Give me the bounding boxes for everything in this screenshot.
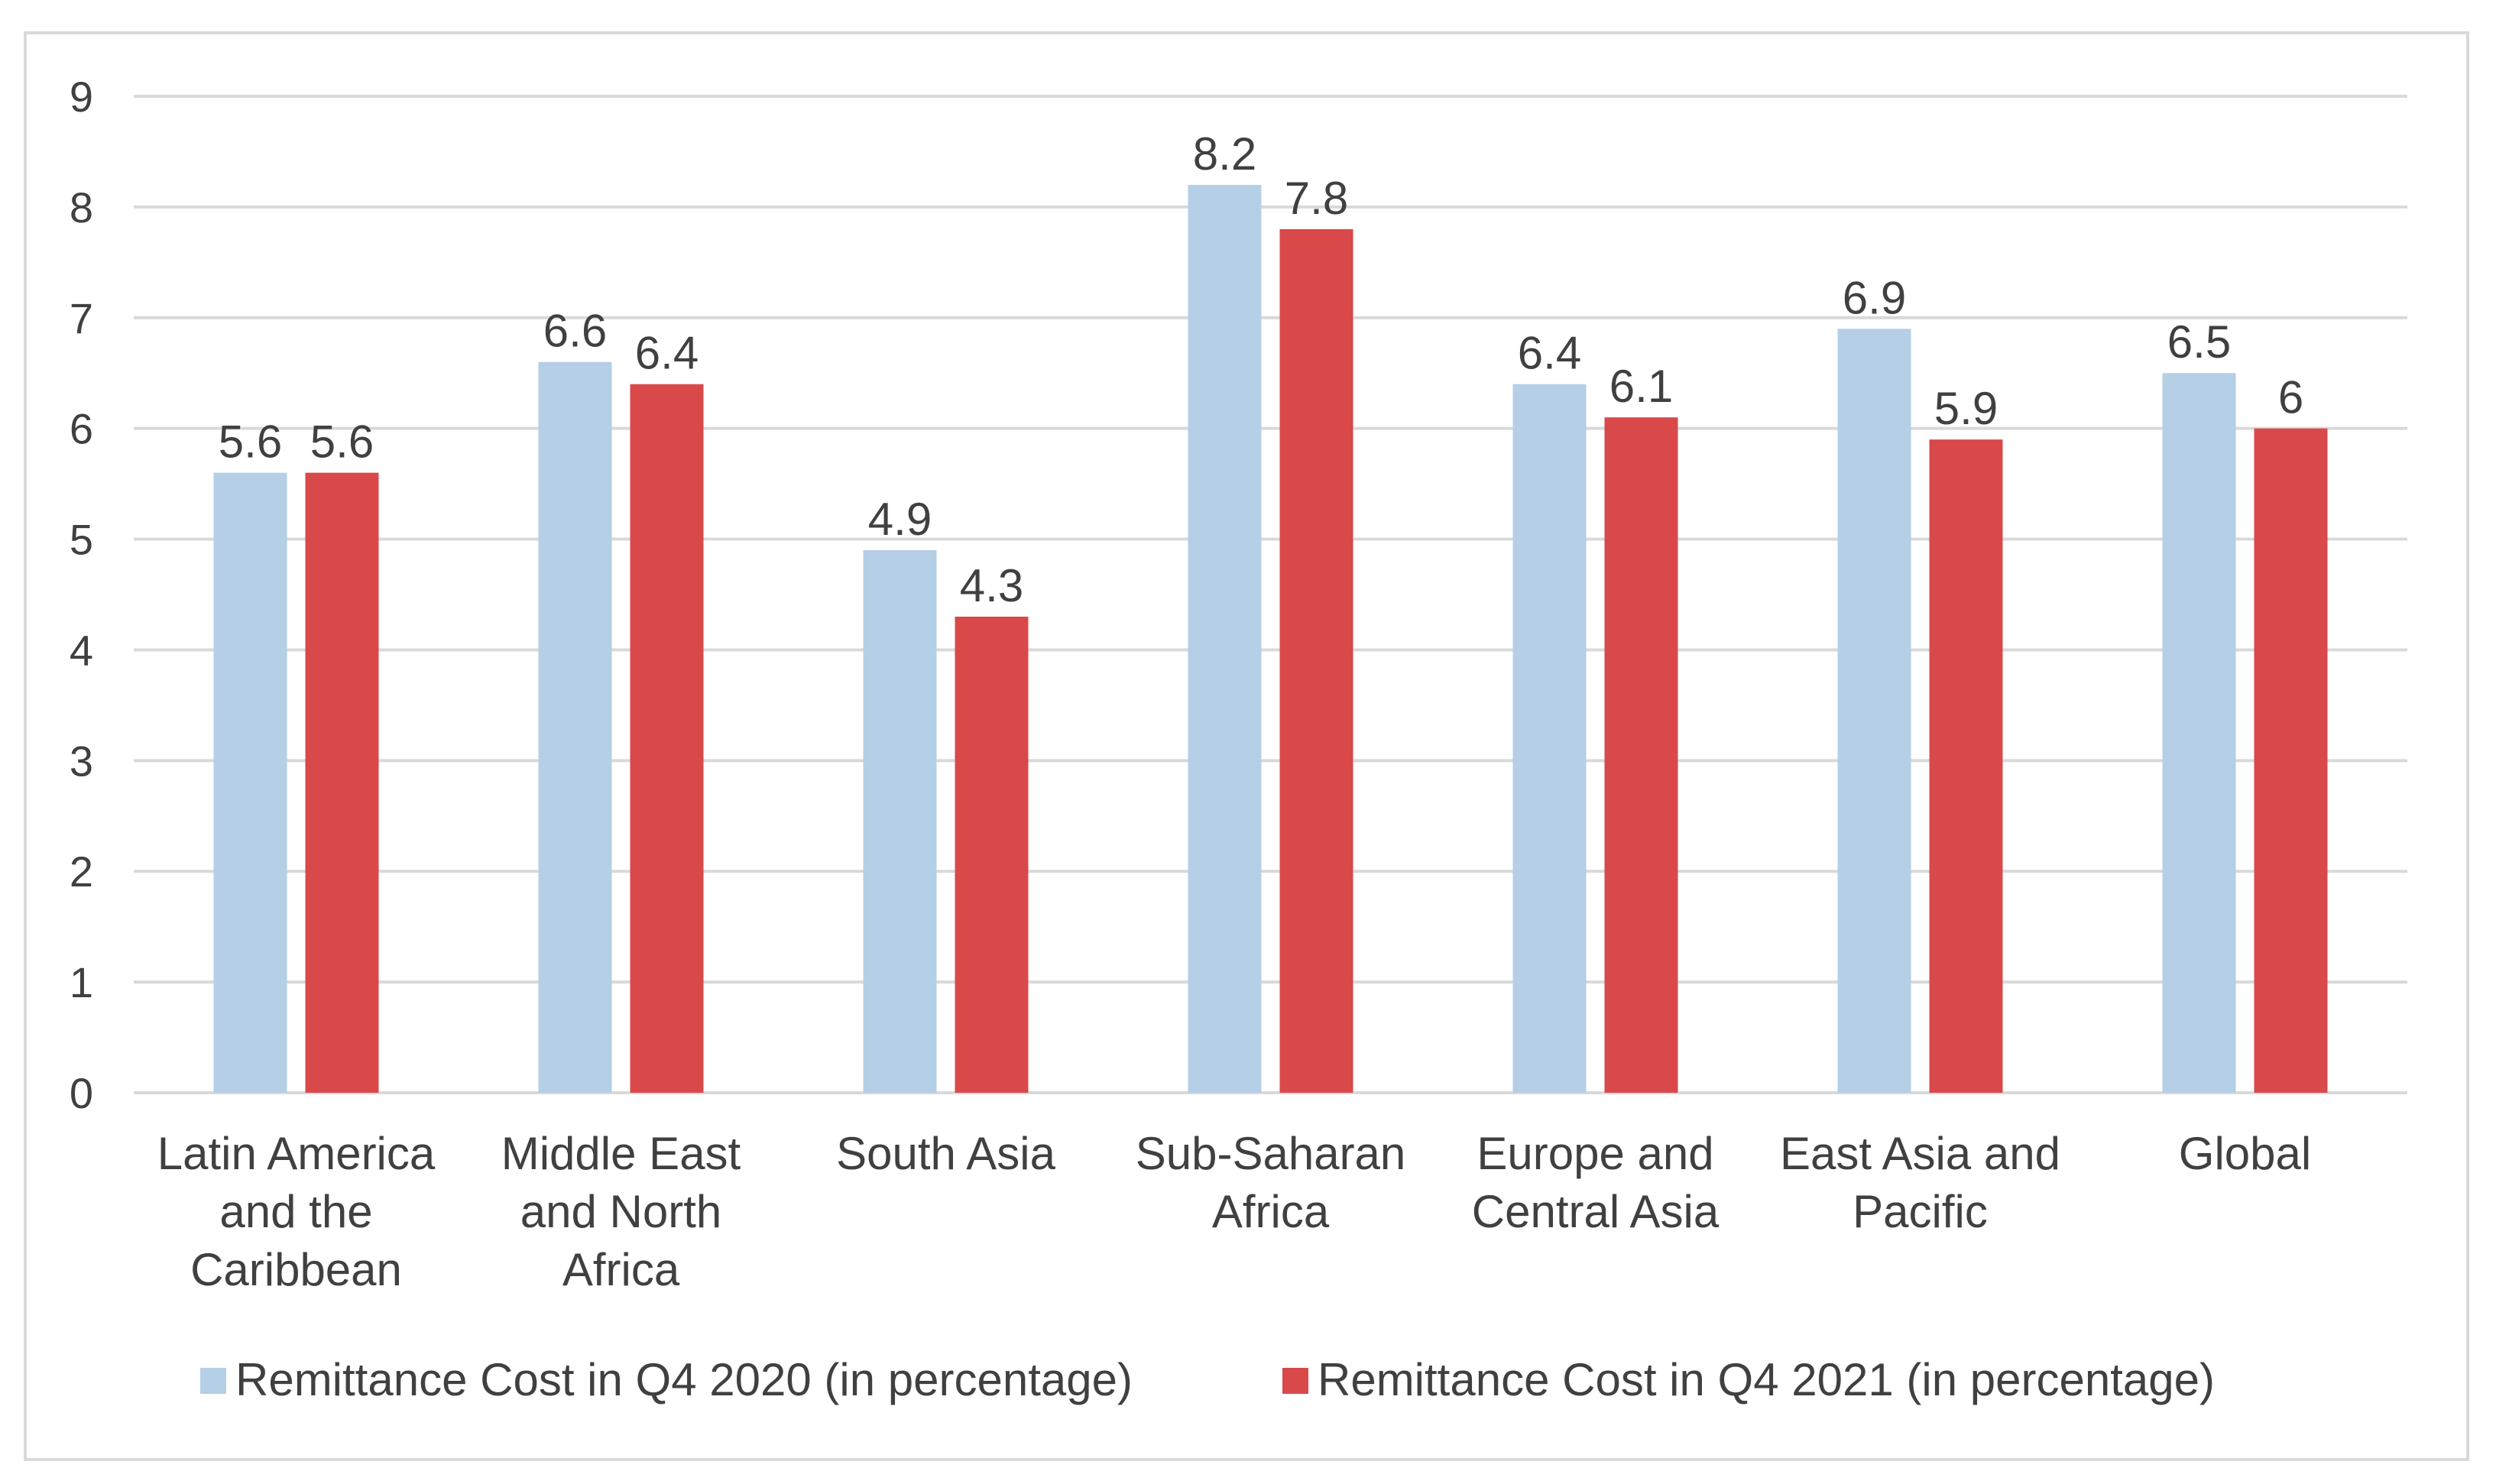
y-tick-label: 8 — [70, 183, 93, 232]
y-tick-label: 7 — [70, 294, 93, 342]
bar-series2-cat4 — [1279, 228, 1353, 1093]
bar-series1-cat2 — [538, 361, 612, 1093]
data-label-series1-cat4: 8.2 — [1193, 128, 1256, 180]
bars — [213, 184, 2328, 1093]
y-tick-label: 6 — [70, 405, 93, 453]
bar-series1-cat5 — [1512, 384, 1587, 1093]
category-label: Pacific — [1853, 1186, 1988, 1237]
data-label-series2-cat1: 5.6 — [310, 416, 374, 468]
data-label-series1-cat6: 6.9 — [1843, 272, 1906, 323]
legend-swatch-series2 — [1282, 1368, 1308, 1394]
category-label: Africa — [1212, 1186, 1330, 1237]
y-tick-label: 1 — [70, 958, 93, 1006]
legend-label-series2: Remittance Cost in Q4 2021 (in percentag… — [1318, 1354, 2215, 1405]
category-label: Middle East — [501, 1128, 741, 1179]
y-tick-label: 0 — [70, 1069, 93, 1117]
bar-series1-cat3 — [863, 550, 937, 1093]
category-label: Europe and — [1477, 1128, 1713, 1179]
y-tick-label: 9 — [70, 73, 93, 121]
data-label-series2-cat6: 5.9 — [1934, 383, 1998, 434]
bar-series1-cat7 — [2162, 373, 2236, 1093]
data-label-series2-cat4: 7.8 — [1285, 173, 1348, 224]
bar-series2-cat7 — [2254, 428, 2328, 1093]
category-label: Sub-Saharan — [1136, 1128, 1406, 1179]
category-label: South Asia — [836, 1128, 1056, 1179]
bar-series1-cat1 — [213, 472, 287, 1093]
category-label: Africa — [562, 1244, 680, 1295]
bar-series2-cat5 — [1604, 417, 1678, 1093]
y-tick-label: 3 — [70, 737, 93, 785]
category-label: and the — [219, 1186, 372, 1237]
y-tick-label: 2 — [70, 847, 93, 896]
category-label: and North — [520, 1186, 722, 1237]
legend-swatch-series1 — [200, 1368, 226, 1394]
data-labels: 5.6 6.6 4.9 8.2 6.4 6.9 6.5 5.6 6.4 4.3 7.8 6.1 5.9 6 — [219, 128, 2303, 611]
data-label-series2-cat5: 6.1 — [1609, 361, 1673, 412]
category-label: Latin America — [157, 1128, 436, 1179]
data-label-series1-cat1: 5.6 — [219, 416, 282, 468]
bar-series2-cat1 — [305, 472, 379, 1093]
y-tick-label: 4 — [70, 626, 93, 674]
data-label-series2-cat7: 6 — [2278, 372, 2303, 423]
data-label-series1-cat5: 6.4 — [1518, 328, 1581, 379]
data-label-series1-cat7: 6.5 — [2167, 316, 2231, 368]
x-axis-categories: Latin America and the Caribbean Middle East… — [157, 1128, 2311, 1295]
category-label: East Asia and — [1780, 1128, 2060, 1179]
bar-series1-cat4 — [1188, 184, 1262, 1093]
data-label-series1-cat2: 6.6 — [543, 306, 607, 357]
bar-series2-cat2 — [630, 384, 704, 1093]
y-tick-label: 5 — [70, 516, 93, 564]
category-label: Global — [2179, 1128, 2311, 1179]
y-axis-ticks: 0 1 2 3 4 5 6 7 8 9 — [70, 73, 93, 1117]
bar-series2-cat3 — [955, 616, 1029, 1093]
legend-label-series1: Remittance Cost in Q4 2020 (in percentag… — [235, 1354, 1133, 1405]
data-label-series2-cat3: 4.3 — [960, 560, 1023, 611]
category-label: Central Asia — [1472, 1186, 1720, 1237]
data-label-series2-cat2: 6.4 — [635, 328, 699, 379]
bar-series2-cat6 — [1929, 439, 2003, 1093]
category-label: Caribbean — [190, 1244, 402, 1295]
gridlines — [134, 95, 2407, 1094]
legend: Remittance Cost in Q4 2020 (in percentag… — [200, 1354, 2215, 1405]
bar-series1-cat6 — [1837, 329, 1911, 1093]
data-label-series1-cat3: 4.9 — [868, 494, 932, 545]
